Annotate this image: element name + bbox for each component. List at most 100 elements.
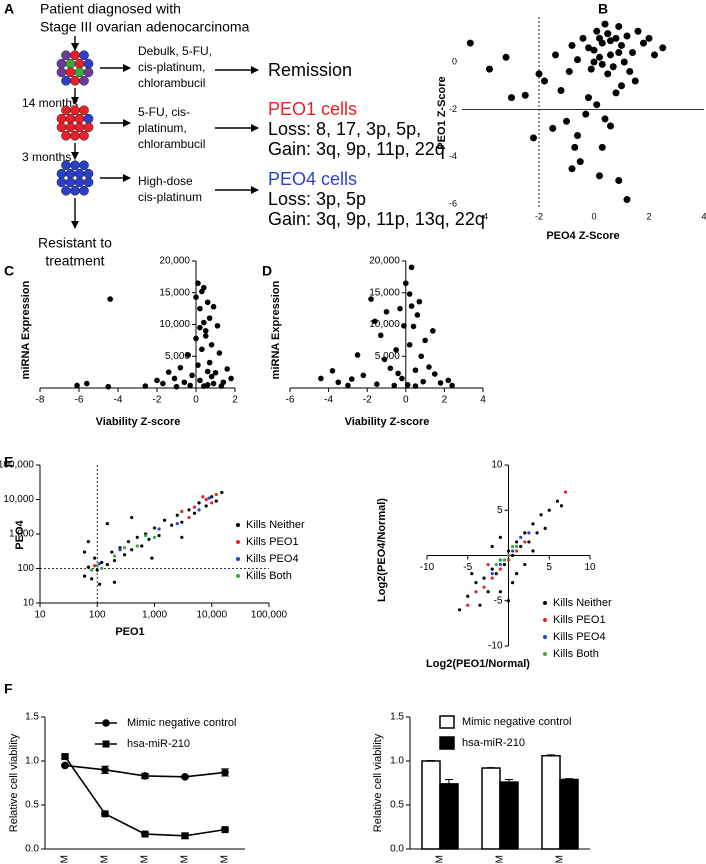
point — [607, 37, 614, 45]
point — [623, 32, 631, 40]
marker — [141, 830, 149, 838]
point — [171, 375, 178, 382]
x-tick-label: 268 nM — [555, 855, 566, 864]
error-bar — [547, 754, 555, 757]
point — [510, 544, 515, 549]
x-tick-label: 33 nM — [180, 855, 191, 864]
x-tick-label: 10 — [34, 610, 46, 621]
point — [593, 27, 601, 35]
point — [152, 535, 157, 539]
cell — [79, 130, 89, 141]
point — [604, 30, 612, 38]
point — [90, 577, 94, 581]
x-tick-label: -6 — [286, 395, 295, 406]
point — [539, 513, 543, 517]
point — [527, 540, 531, 544]
legend-label: Kills Neither — [246, 519, 305, 531]
x-tick-label: 17 nM — [140, 855, 151, 864]
point — [585, 44, 592, 52]
point — [571, 143, 579, 151]
cell — [74, 58, 85, 69]
x-tick-label: -2 — [535, 211, 543, 221]
point — [214, 322, 221, 329]
y-tick-label: 100,000 — [0, 460, 34, 471]
point — [582, 110, 590, 118]
chart: D Viability Z-score miRNA Expression -6 -4 -2… — [262, 256, 486, 428]
point — [615, 49, 623, 57]
y-tick-label: 10,000 — [369, 319, 400, 330]
point — [404, 382, 411, 388]
point — [86, 540, 90, 544]
cell — [70, 50, 80, 61]
cell — [70, 75, 80, 86]
marker — [61, 761, 69, 770]
point — [604, 70, 612, 78]
cell — [65, 168, 76, 179]
point — [105, 522, 109, 526]
point — [629, 49, 636, 57]
legend-label: Kills PEO4 — [553, 631, 606, 643]
point — [157, 533, 161, 538]
y-tick-label: 100 — [17, 563, 34, 574]
point — [543, 526, 547, 530]
point — [618, 82, 625, 90]
marker — [221, 826, 229, 834]
point — [165, 369, 172, 375]
x-tick-label: 0 — [591, 211, 596, 221]
cell — [61, 50, 71, 61]
point — [175, 513, 179, 517]
point — [601, 115, 609, 123]
point — [98, 582, 102, 586]
point — [482, 576, 486, 580]
x-tick-label: -6 — [75, 395, 84, 406]
point — [210, 495, 214, 499]
x-axis-label: PEO1 — [115, 626, 144, 638]
point — [506, 599, 511, 603]
error-bar — [487, 767, 495, 769]
x-axis-label: Viability Z-score — [96, 416, 181, 428]
point — [607, 122, 614, 130]
point — [177, 364, 184, 371]
point — [74, 382, 80, 389]
cell — [70, 130, 80, 141]
cell — [61, 75, 71, 86]
point — [82, 550, 87, 554]
x-tick-label: -10 — [420, 562, 435, 573]
point — [430, 328, 436, 334]
end-text: Resistant to — [38, 235, 112, 251]
point — [474, 590, 478, 594]
point — [478, 603, 482, 607]
point — [112, 580, 117, 584]
x-tick-label: 2 — [646, 211, 651, 221]
point — [408, 303, 415, 309]
legend-marker — [543, 635, 547, 639]
y-tick-label: 1,000 — [9, 529, 34, 540]
point — [631, 77, 639, 85]
point — [193, 294, 199, 300]
point — [557, 86, 565, 94]
legend-label: Kills PEO4 — [246, 553, 299, 565]
point — [90, 568, 94, 572]
point — [490, 567, 494, 571]
diagram-title: Patient diagnosed with — [40, 1, 181, 17]
panel-label: D — [262, 263, 272, 279]
point — [519, 535, 523, 540]
y-tick-label: 0.5 — [25, 800, 39, 811]
point — [154, 377, 160, 384]
legend-marker — [102, 740, 110, 748]
diagram-title: Stage III ovarian adenocarcinoma — [40, 19, 250, 35]
y-axis-label: Log2(PEO4/Normal) — [376, 498, 388, 602]
y-tick-label: -2 — [449, 104, 457, 114]
point — [207, 496, 211, 500]
cell — [70, 185, 80, 196]
point — [527, 531, 531, 535]
point — [187, 508, 191, 512]
point — [208, 373, 215, 380]
point — [590, 58, 598, 66]
point — [574, 56, 581, 64]
x-tick-label: -2 — [363, 395, 372, 406]
point — [189, 372, 195, 379]
point — [180, 520, 184, 524]
point — [130, 515, 134, 520]
point — [86, 565, 90, 569]
